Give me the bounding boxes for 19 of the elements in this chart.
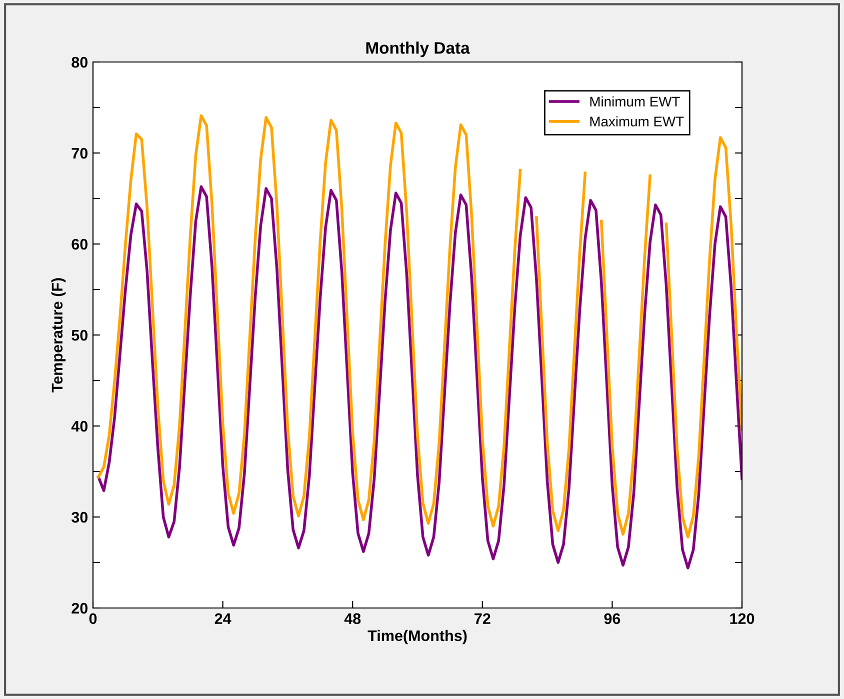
legend-label: Minimum EWT (590, 96, 680, 107)
line-series (97, 185, 742, 570)
x-tick-label: 96 (604, 613, 620, 624)
y-tick-label: 60 (72, 238, 88, 250)
x-tick-label: 72 (474, 613, 490, 624)
y-tick-label: 20 (72, 602, 88, 614)
y-tick-label: 30 (72, 512, 88, 523)
x-axis-title: Time(Months) (368, 630, 467, 644)
chart-title: Monthly Data (366, 42, 470, 58)
x-tick-label: 48 (344, 613, 361, 624)
x-tick-label: 24 (214, 613, 232, 624)
y-tick-label: 50 (72, 330, 88, 341)
y-tick-label: 70 (72, 148, 88, 159)
y-tick-label: 40 (71, 420, 88, 432)
legend-label: Maximum EWT (590, 116, 684, 126)
x-tick-label: 120 (730, 613, 754, 624)
y-tick-label: 80 (72, 56, 88, 68)
x-tick-label: 0 (89, 613, 97, 624)
y-axis-title: Temperature (F) (51, 278, 66, 392)
